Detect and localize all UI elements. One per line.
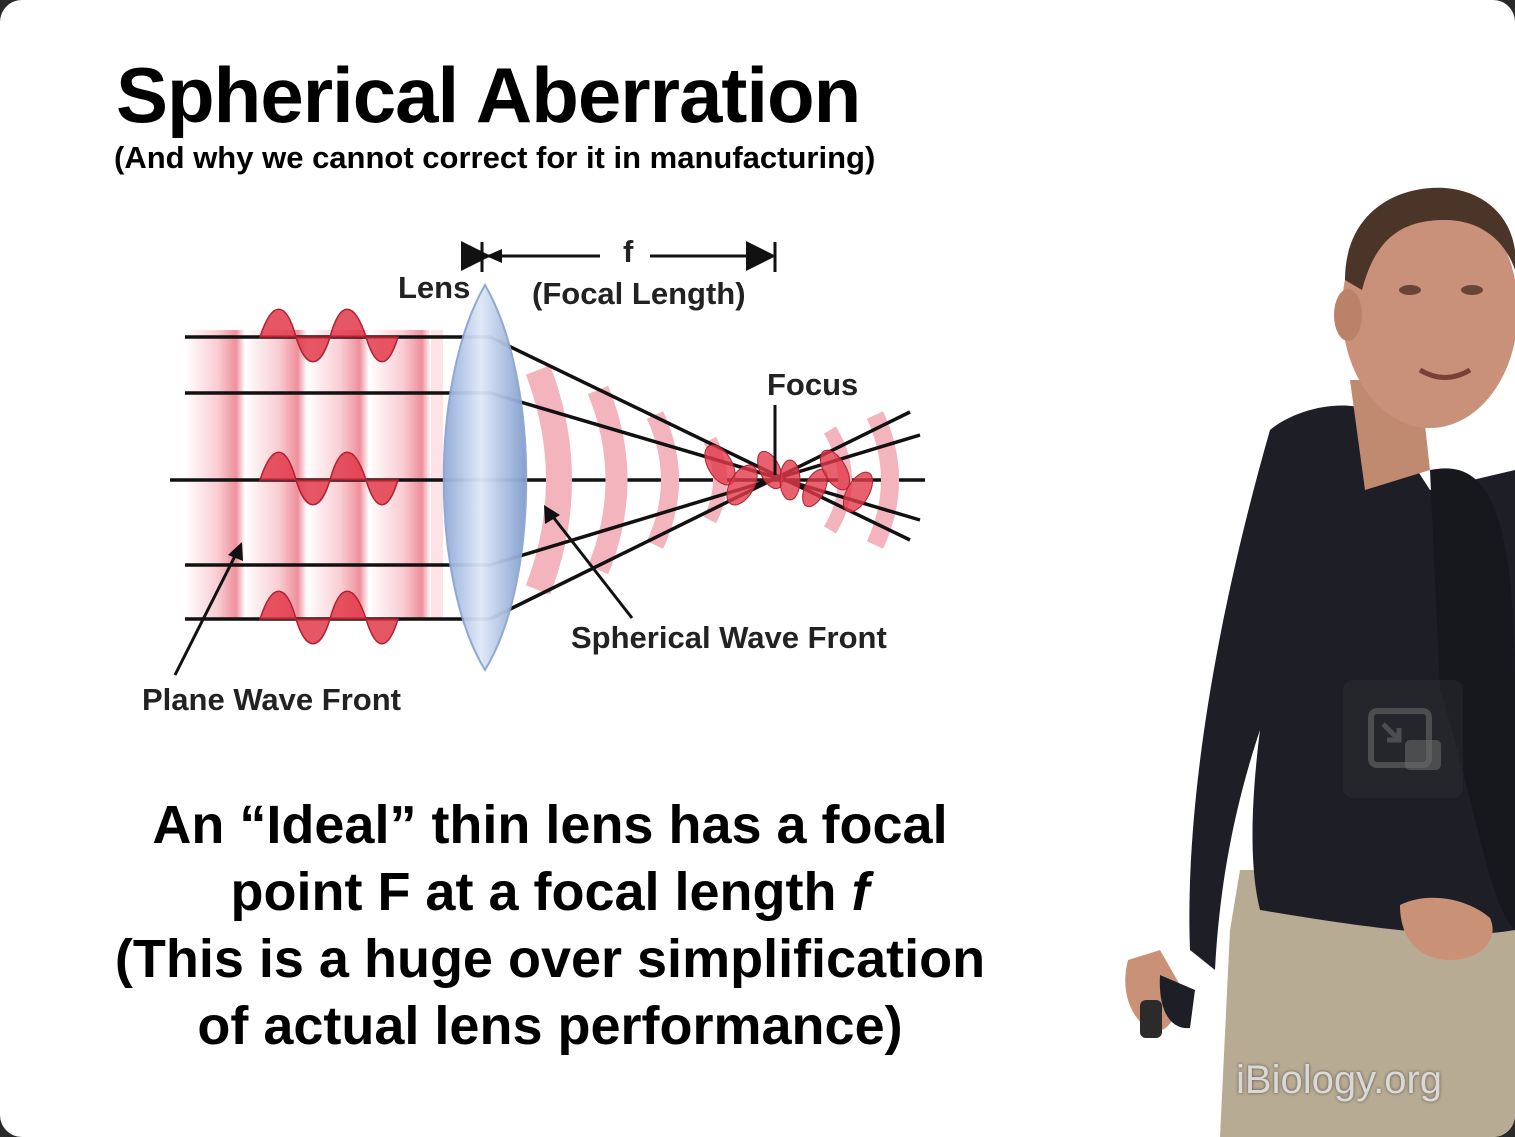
body-line-4: of actual lens performance) — [197, 996, 903, 1056]
focus-waves — [704, 444, 874, 513]
label-plane-wave-front: Plane Wave Front — [142, 682, 401, 717]
picture-in-picture-button[interactable] — [1343, 680, 1463, 798]
focal-length-dimension — [461, 241, 777, 272]
label-spherical-wave-front: Spherical Wave Front — [571, 620, 887, 655]
label-focus: Focus — [767, 367, 858, 402]
slide-subtitle: (And why we cannot correct for it in man… — [114, 140, 876, 175]
lens-diagram: Lens f (Focal Length) Focus Plane Wave F… — [142, 234, 925, 717]
body-line-3: (This is a huge over simplification — [114, 929, 986, 989]
body-line-2: point F at a focal length f — [230, 862, 870, 922]
plane-wave-pointer — [173, 542, 243, 676]
slide-title: Spherical Aberration — [116, 51, 861, 139]
slide-body-text: An “Ideal” thin lens has a focal point F… — [40, 792, 1060, 1060]
body-line-1: An “Ideal” thin lens has a focal — [152, 795, 948, 855]
label-f: f — [623, 234, 634, 269]
spherical-wave-pointer — [544, 505, 634, 619]
ibiology-watermark: iBiology.org — [1236, 1058, 1443, 1102]
label-lens: Lens — [398, 270, 470, 305]
lens-shape — [442, 283, 528, 672]
spherical-wave-fronts — [525, 365, 899, 595]
picture-in-picture-icon — [1368, 708, 1441, 770]
label-focal-length: (Focal Length) — [532, 276, 746, 311]
presenter-video — [1125, 187, 1515, 1137]
sine-waves — [258, 308, 400, 645]
